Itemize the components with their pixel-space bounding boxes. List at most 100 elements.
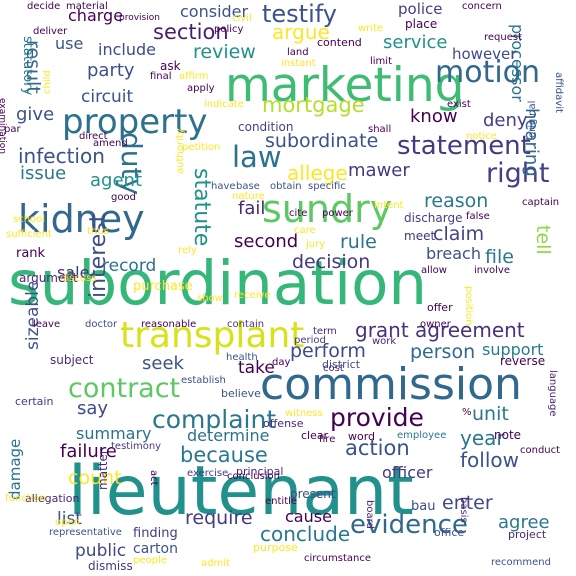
- word: right: [486, 158, 550, 189]
- word: allow: [421, 265, 447, 276]
- word: conclude: [260, 522, 351, 546]
- word: rule: [340, 231, 377, 253]
- word: use: [55, 34, 84, 53]
- word: discuss: [60, 273, 97, 284]
- word: fail: [238, 198, 266, 219]
- word: principal: [236, 465, 284, 478]
- word: statutory: [20, 36, 35, 96]
- word: file: [485, 246, 514, 268]
- word: indicate: [204, 99, 244, 110]
- word: follow: [460, 448, 519, 472]
- word: purpose: [253, 541, 298, 554]
- word: sale: [57, 263, 90, 282]
- word: support: [482, 340, 544, 359]
- word: affidavit: [553, 72, 564, 113]
- word: concern: [462, 1, 502, 12]
- word: place: [405, 17, 438, 31]
- word: subordinate: [265, 130, 379, 152]
- word: care: [294, 225, 316, 236]
- word: police: [398, 0, 443, 18]
- word: record: [102, 256, 157, 276]
- word: section: [153, 20, 229, 44]
- word: witness: [285, 408, 323, 419]
- word: examination: [0, 98, 7, 154]
- word: jury: [306, 239, 326, 250]
- word: require: [185, 507, 253, 529]
- word: notice: [466, 131, 497, 142]
- word: allegation: [25, 492, 80, 505]
- word: lieutenant: [68, 452, 414, 531]
- word: officer: [382, 463, 433, 482]
- word: child: [42, 70, 53, 94]
- word: language: [547, 370, 558, 417]
- word: district: [322, 358, 361, 371]
- word: conduct: [520, 445, 561, 456]
- word: clear: [301, 429, 329, 442]
- word: law: [232, 140, 282, 174]
- word: know: [410, 106, 458, 127]
- word: offer: [427, 301, 453, 314]
- word: consider: [180, 2, 249, 21]
- word: second: [234, 231, 299, 252]
- word: limit: [370, 56, 392, 67]
- word: deny: [483, 110, 528, 131]
- word: seek: [142, 353, 184, 374]
- word: rank: [16, 246, 46, 261]
- word: open: [55, 517, 80, 528]
- word: carton: [133, 541, 178, 557]
- word: deliver: [33, 26, 68, 37]
- word: grant: [355, 318, 409, 342]
- word: subordination: [8, 248, 428, 319]
- word: say: [77, 398, 109, 419]
- word: testimony: [111, 441, 162, 452]
- word: circuit: [81, 87, 134, 107]
- word: par: [4, 124, 21, 135]
- word: offense: [263, 417, 304, 430]
- word: basis: [458, 497, 469, 523]
- word: %: [462, 407, 472, 418]
- word: tell: [532, 225, 554, 255]
- word: health: [226, 352, 258, 363]
- word: mortgage: [262, 93, 365, 117]
- word: public: [75, 541, 127, 561]
- word: subject: [50, 353, 94, 367]
- word: doctor: [85, 319, 118, 330]
- word: give: [16, 104, 55, 125]
- word: school: [13, 214, 46, 225]
- word: bau: [411, 499, 436, 514]
- word: kidney: [18, 197, 145, 241]
- word: exercise: [187, 468, 229, 479]
- word: shall: [368, 124, 392, 135]
- word: issue: [20, 163, 67, 184]
- word: reverse: [500, 354, 546, 368]
- word: exist: [447, 99, 471, 110]
- word: civil: [232, 13, 252, 24]
- word: captain: [522, 197, 560, 208]
- word: meet: [404, 229, 436, 243]
- word: period: [294, 335, 326, 346]
- word: establish: [181, 375, 226, 386]
- word: work: [372, 336, 397, 347]
- word: argue: [272, 20, 330, 44]
- word: mawer: [348, 160, 410, 181]
- word: perform: [290, 340, 366, 362]
- word: rely: [178, 245, 197, 256]
- word: write: [358, 23, 384, 34]
- word: sizeable: [23, 280, 43, 350]
- word: receive: [234, 290, 271, 301]
- word: fire: [319, 434, 336, 445]
- word: project: [508, 528, 547, 541]
- word: office: [434, 526, 465, 539]
- word: marketing: [225, 58, 465, 113]
- word: reason: [424, 190, 489, 212]
- word: reasonable: [141, 319, 197, 330]
- word: however: [452, 45, 517, 63]
- word: because: [180, 443, 268, 467]
- word: nature: [232, 191, 265, 202]
- word: allege: [287, 161, 348, 185]
- word: board: [364, 500, 375, 529]
- word: amend: [93, 138, 128, 149]
- word: property: [62, 102, 208, 142]
- word: transplant: [120, 315, 305, 356]
